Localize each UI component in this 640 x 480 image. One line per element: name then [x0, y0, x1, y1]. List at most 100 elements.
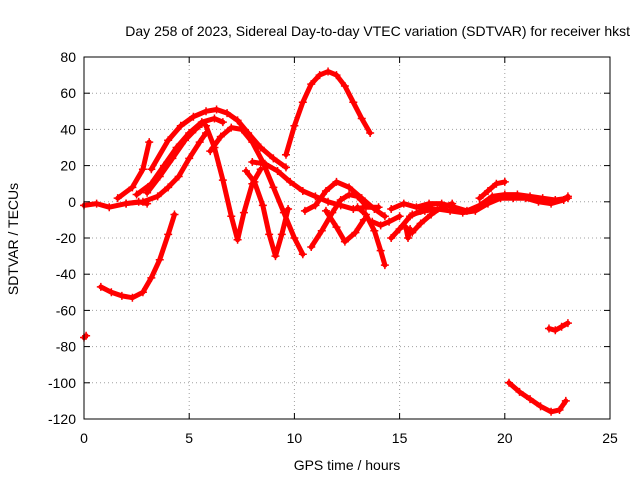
- series-left-dots: [80, 331, 91, 342]
- data-point: [286, 177, 295, 186]
- data-point: [332, 223, 341, 232]
- data-point: [408, 210, 417, 219]
- data-point: [206, 147, 215, 156]
- x-tick-label: 20: [497, 430, 513, 446]
- data-point: [138, 197, 147, 206]
- data-point: [380, 212, 389, 221]
- data-point: [147, 179, 156, 188]
- data-point: [164, 183, 173, 192]
- y-tick-label: -40: [56, 266, 76, 282]
- data-point: [248, 157, 257, 166]
- series-bump-19: [475, 177, 509, 203]
- data-point: [138, 288, 147, 297]
- data-point: [483, 186, 492, 195]
- data-point: [446, 206, 455, 215]
- data-point: [332, 71, 341, 80]
- data-point: [324, 197, 333, 206]
- data-point: [544, 324, 553, 333]
- data-point: [290, 234, 299, 242]
- data-point: [317, 226, 326, 235]
- series-line: [477, 179, 508, 201]
- series-big-arc-11: [281, 67, 375, 159]
- data-point: [233, 116, 242, 125]
- data-point: [307, 243, 316, 252]
- data-point: [563, 319, 572, 328]
- data-point: [332, 177, 341, 186]
- data-point: [488, 192, 497, 201]
- x-axis-label: GPS time / hours: [294, 457, 401, 473]
- data-point: [563, 192, 572, 201]
- data-point: [380, 261, 389, 270]
- data-point: [340, 81, 349, 90]
- data-point: [269, 154, 278, 163]
- data-point: [406, 224, 415, 233]
- series-arc-peak-6: [147, 105, 290, 174]
- data-point: [195, 138, 204, 147]
- series-line: [98, 212, 177, 301]
- data-point: [256, 143, 265, 152]
- data-point: [202, 107, 211, 116]
- data-point: [176, 121, 185, 130]
- x-tick-label: 0: [80, 430, 88, 446]
- y-tick-label: -80: [56, 339, 76, 355]
- x-tick-label: 15: [392, 430, 408, 446]
- data-point: [521, 194, 530, 203]
- data-point: [210, 114, 219, 123]
- y-tick-label: -100: [48, 375, 76, 391]
- data-point: [551, 326, 560, 335]
- data-point: [534, 197, 543, 206]
- y-tick-label: 40: [60, 121, 76, 137]
- data-point: [145, 138, 154, 147]
- data-point: [107, 288, 116, 297]
- data-point: [227, 123, 236, 132]
- data-point: [117, 291, 126, 300]
- data-point: [324, 67, 333, 76]
- y-tick-label: 0: [68, 194, 76, 210]
- data-point: [500, 177, 509, 186]
- series-line: [302, 179, 388, 219]
- data-point: [128, 183, 137, 192]
- data-point: [412, 203, 421, 212]
- data-point: [433, 205, 442, 214]
- data-point: [153, 192, 162, 201]
- data-point: [271, 252, 280, 261]
- data-point: [237, 125, 246, 134]
- data-point: [471, 206, 480, 215]
- series-arc-peak-7-5: [206, 123, 307, 259]
- series-tail-14: [353, 203, 389, 270]
- data-point: [340, 237, 349, 246]
- y-tick-label: 80: [60, 49, 76, 65]
- series-right-bottom: [505, 378, 570, 416]
- data-point: [361, 210, 370, 219]
- y-tick-label: -120: [48, 411, 76, 427]
- data-point: [298, 250, 307, 259]
- series-line: [203, 123, 264, 243]
- data-point: [82, 331, 91, 340]
- data-point: [269, 183, 278, 192]
- data-point: [483, 199, 492, 208]
- y-axis-ticks: -120 -100 -80 -60 -40 -20 0 20 40 60 80: [48, 49, 610, 427]
- data-point: [96, 282, 105, 291]
- data-point: [260, 159, 269, 168]
- series-right-mid: [544, 319, 572, 335]
- series-base-2-5: [122, 129, 211, 208]
- data-point: [189, 112, 198, 121]
- data-point: [353, 203, 362, 212]
- data-point: [212, 105, 221, 114]
- y-tick-label: -20: [56, 230, 76, 246]
- data-point: [298, 186, 307, 195]
- data-point: [368, 217, 377, 226]
- data-point: [559, 195, 568, 204]
- data-point: [311, 192, 320, 201]
- series-line: [115, 139, 152, 201]
- data-point: [366, 129, 375, 138]
- x-tick-label: 10: [287, 430, 303, 446]
- data-point: [437, 199, 446, 208]
- data-point: [216, 132, 225, 141]
- data-point: [248, 138, 257, 147]
- data-point: [174, 172, 183, 181]
- data-point: [345, 190, 354, 199]
- data-point: [315, 71, 324, 80]
- series-rise-2-7: [132, 114, 227, 199]
- data-point: [172, 143, 181, 152]
